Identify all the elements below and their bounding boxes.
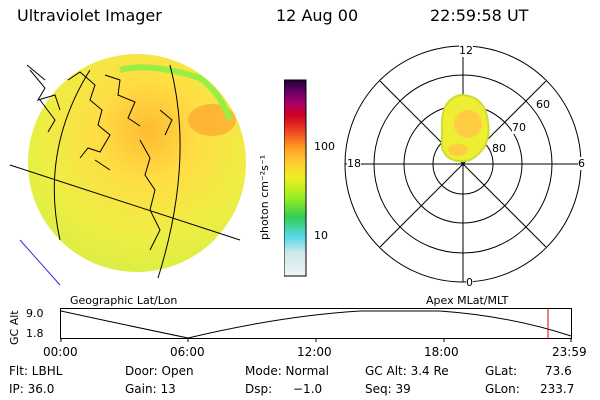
window-title: Ultraviolet Imager: [17, 6, 162, 25]
timeline-xtick-4: 23:59: [552, 345, 587, 359]
mode-info: Mode: Normal: [245, 364, 329, 378]
polar-plot: [344, 45, 582, 283]
mlat-label-80: 80: [492, 142, 506, 155]
geographic-image: [9, 54, 246, 286]
filter-info: Flt: LBHL: [9, 364, 63, 378]
timeline-xtick-1: 06:00: [170, 345, 205, 359]
mlt-label-6: 6: [578, 157, 585, 170]
earth-disk: [28, 54, 246, 272]
colorbar: [284, 79, 307, 277]
timeline-xtick-2: 12:00: [297, 345, 332, 359]
timeline-xtick-0: 00:00: [43, 345, 78, 359]
mlt-label-0: 0: [466, 276, 473, 289]
colorbar-tick-100: 100: [314, 140, 335, 153]
dsp-value: −1.0: [293, 382, 323, 396]
colorbar-label: photon cm⁻²s⁻¹: [258, 154, 271, 240]
date-label: 12 Aug 00: [276, 6, 359, 25]
timeline-plot: [60, 308, 572, 342]
timeline-xtick-3: 18:00: [424, 345, 459, 359]
timeline-ytick-bottom: 1.8: [26, 327, 44, 340]
time-label: 22:59:58 UT: [430, 6, 529, 25]
timeline-ytick-top: 9.0: [26, 307, 44, 320]
glon-info: GLon:: [485, 382, 520, 396]
gain-info: Gain: 13: [125, 382, 176, 396]
timeline-ylabel: GC Alt: [8, 310, 21, 345]
ip-info: IP: 36.0: [9, 382, 55, 396]
left-panel-caption: Geographic Lat/Lon: [70, 294, 178, 307]
glat-info: GLat:: [485, 364, 518, 378]
glon-value: 233.7: [540, 382, 575, 396]
mlat-label-60: 60: [536, 98, 550, 111]
colorbar-tick-10: 10: [314, 229, 328, 242]
gc-alt-info: GC Alt: 3.4 Re: [365, 364, 449, 378]
dsp-info: Dsp:: [245, 382, 273, 396]
glat-value: 73.6: [545, 364, 572, 378]
coastlines: [29, 69, 173, 251]
seq-info: Seq: 39: [365, 382, 411, 396]
mlat-label-70: 70: [512, 121, 526, 134]
mlt-label-18: 18: [347, 157, 361, 170]
mlt-label-12: 12: [459, 44, 473, 57]
right-panel-caption: Apex MLat/MLT: [426, 294, 509, 307]
door-info: Door: Open: [125, 364, 194, 378]
graticule: [9, 64, 241, 279]
